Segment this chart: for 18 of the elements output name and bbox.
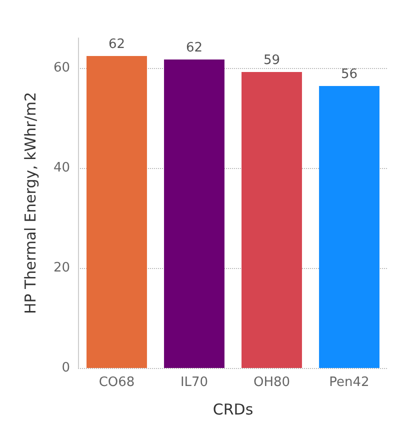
x-tick-label: CO68 bbox=[98, 375, 135, 390]
y-tick-label: 0 bbox=[62, 360, 70, 376]
y-axis-title: HP Thermal Energy, kWhr/m2 bbox=[22, 92, 40, 314]
data-label: 59 bbox=[263, 53, 280, 68]
data-label: 56 bbox=[340, 67, 358, 82]
x-tick-label: OH80 bbox=[253, 375, 290, 390]
y-tick-label: 60 bbox=[53, 60, 70, 76]
x-tick-label: IL70 bbox=[180, 375, 208, 390]
data-label: 62 bbox=[108, 37, 126, 52]
data-label: 62 bbox=[186, 40, 203, 56]
x-axis-title: CRDs bbox=[212, 400, 254, 418]
x-tick-label: Pen42 bbox=[329, 375, 370, 390]
bar bbox=[164, 60, 224, 368]
bar bbox=[242, 72, 302, 368]
y-tick-label: 20 bbox=[53, 260, 70, 276]
bar bbox=[86, 56, 147, 368]
bar bbox=[319, 86, 380, 368]
y-tick-label: 40 bbox=[53, 160, 70, 176]
